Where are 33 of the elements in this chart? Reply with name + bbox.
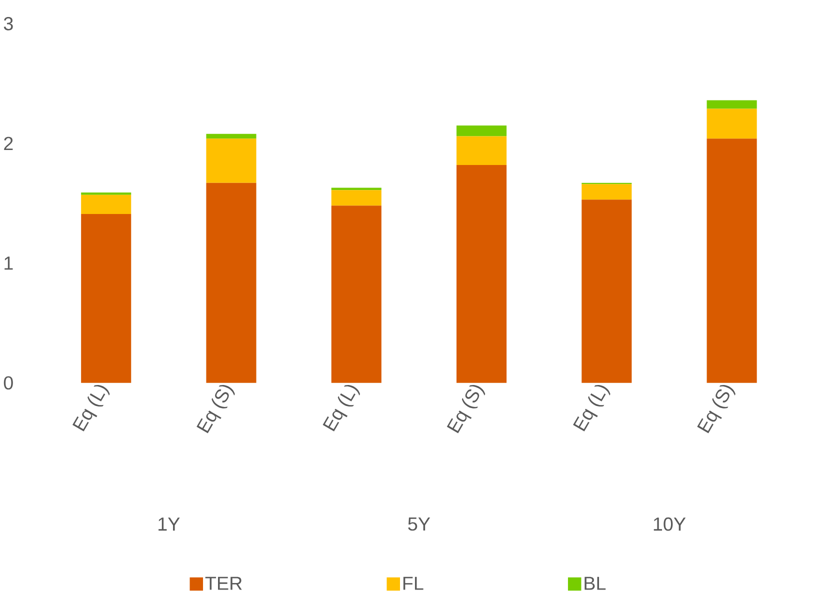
bar: [456, 125, 507, 136]
bar: [706, 108, 757, 139]
x-tick-label: Eq (L): [72, 384, 110, 432]
legend-label: BL: [584, 576, 606, 590]
bar: [456, 164, 507, 383]
bar: [582, 200, 632, 383]
bar: [456, 136, 507, 165]
legend-label: TER: [205, 576, 242, 590]
bar: [81, 214, 132, 383]
bar: [206, 134, 256, 139]
x-tick-label: Eq (S): [446, 384, 486, 434]
bar: [81, 194, 132, 214]
y-tick-label: 0: [4, 376, 13, 390]
bar: [331, 206, 382, 383]
legend-label: FL: [403, 576, 424, 590]
bar: [331, 188, 382, 190]
y-tick-label: 1: [4, 256, 13, 270]
bar: [706, 100, 757, 109]
y-tick-label: 3: [4, 16, 13, 30]
x-tick-label: Eq (S): [697, 384, 736, 434]
x-tick-label: Eq (S): [196, 384, 235, 434]
text: 10Y: [654, 517, 686, 531]
bar: [582, 184, 632, 200]
text: 5Y: [408, 517, 430, 531]
x-tick-label: Eq (L): [573, 384, 610, 432]
bar: [706, 138, 757, 383]
bar: [81, 192, 132, 195]
bar: [331, 190, 382, 206]
text: 1Y: [158, 518, 180, 531]
bar: [206, 182, 256, 383]
bar: [206, 138, 256, 183]
y-tick-label: 2: [4, 136, 13, 150]
x-tick-label: Eq (L): [322, 384, 360, 432]
